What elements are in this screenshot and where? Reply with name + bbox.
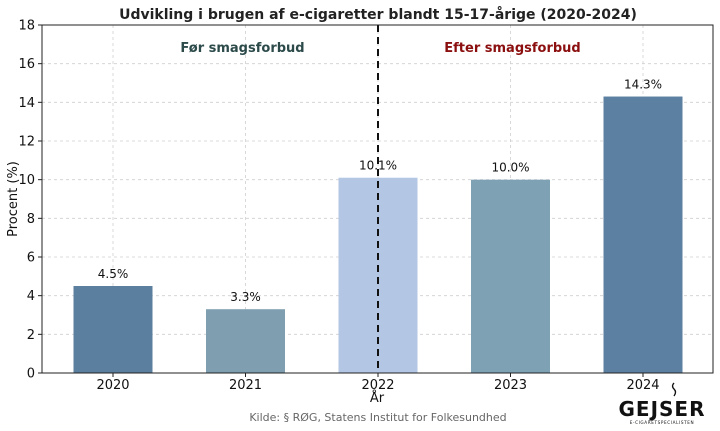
- y-tick-label: 6: [27, 251, 35, 266]
- x-tick-label: 2021: [229, 378, 262, 393]
- x-tick-label: 2023: [494, 378, 527, 393]
- bar-2023: [471, 179, 550, 373]
- x-axis-label: År: [370, 390, 385, 406]
- annotation-after-ban: Efter smagsforbud: [444, 41, 580, 56]
- y-tick-label: 16: [18, 57, 35, 72]
- chart-title: Udvikling i brugen af e-cigaretter bland…: [119, 6, 637, 23]
- y-tick-label: 2: [27, 328, 35, 343]
- gejser-logo: GEJSER E-CIGARETSPECIALISTEN: [619, 382, 706, 425]
- data-label: 10.1%: [359, 159, 397, 173]
- y-tick-label: 0: [27, 367, 35, 382]
- x-tick-label: 2024: [626, 378, 659, 393]
- logo-subtitle: E-CIGARETSPECIALISTEN: [630, 420, 695, 425]
- x-ticks: 2020 2021 2022 2023 2024: [96, 373, 660, 393]
- logo-wordmark: GEJSER: [619, 397, 706, 421]
- plot-frame: [41, 24, 714, 374]
- data-label: 4.5%: [98, 267, 129, 281]
- y-tick-label: 12: [18, 135, 35, 150]
- bar-2020: [73, 286, 153, 373]
- data-label: 10.0%: [491, 161, 529, 175]
- source-note: Kilde: § RØG, Statens Institut for Folke…: [249, 411, 506, 424]
- y-axis-label: Procent (%): [6, 161, 21, 237]
- y-tick-label: 8: [27, 212, 35, 227]
- data-label: 14.3%: [624, 78, 662, 92]
- y-tick-label: 10: [18, 173, 35, 188]
- data-label: 3.3%: [230, 290, 261, 304]
- x-tick-label: 2020: [96, 378, 129, 393]
- y-tick-label: 14: [18, 96, 35, 111]
- bar-2024: [603, 96, 683, 374]
- y-tick-label: 4: [27, 289, 35, 304]
- data-labels: 4.5% 3.3% 10.1% 10.0% 14.3%: [98, 78, 662, 305]
- logo-vapor-icon: [671, 382, 677, 397]
- x-tick-label: 2022: [361, 378, 394, 393]
- y-ticks: 0 2 4 6 8 10 12 14 16 18: [18, 19, 42, 382]
- y-tick-label: 18: [18, 19, 35, 34]
- bar-2021: [206, 309, 285, 373]
- annotation-before-ban: Før smagsforbud: [180, 41, 304, 56]
